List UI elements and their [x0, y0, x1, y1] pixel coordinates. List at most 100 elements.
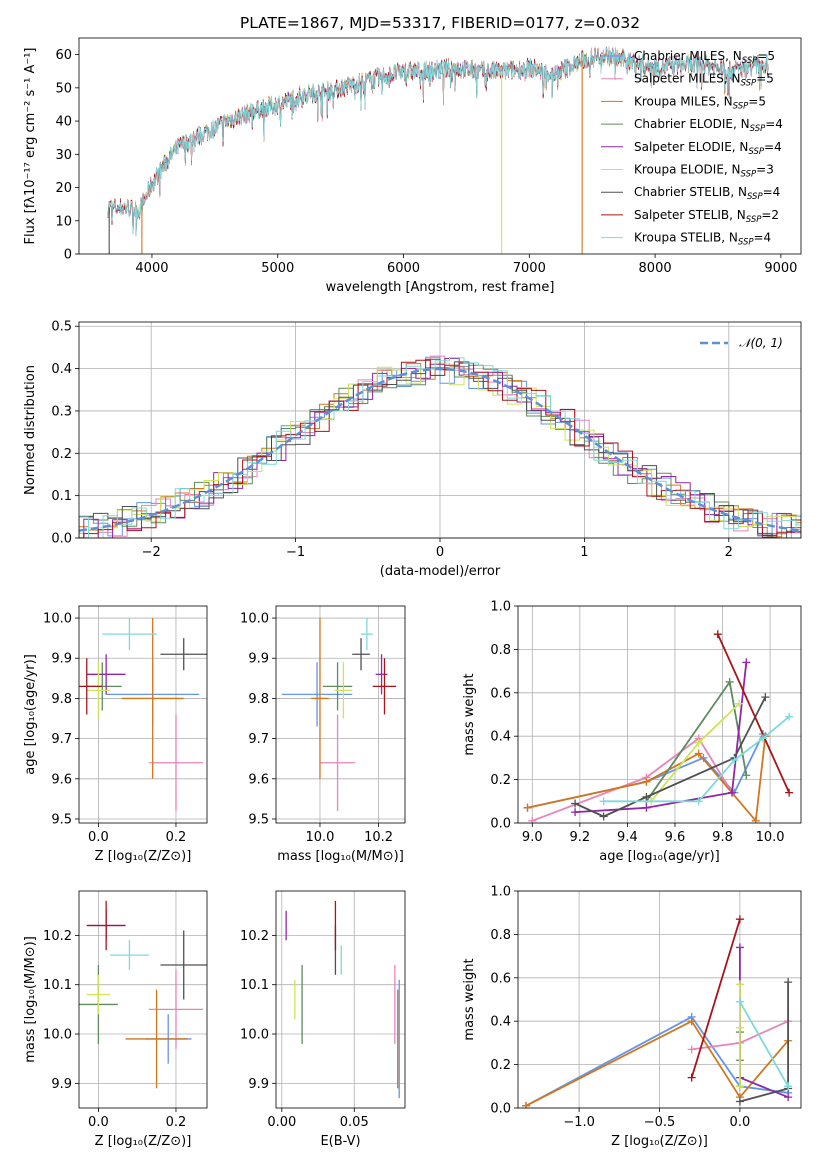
y-tick-label: 9.9 [248, 1077, 269, 1092]
weight-marker [528, 816, 537, 823]
y-tick-label: 10 [55, 214, 72, 229]
weight-marker [735, 997, 744, 1006]
gaussian-curve [79, 367, 801, 532]
x-tick-label: 4000 [135, 261, 168, 276]
weight-line [525, 1020, 789, 1107]
y-tick-label: 30 [55, 148, 72, 163]
x-tick-label: 10.2 [364, 830, 393, 845]
weight-marker [751, 816, 760, 823]
x-tick-label: −2 [142, 545, 161, 560]
x-tick-label: 1 [580, 545, 588, 560]
histogram-chabrier-stelib [79, 358, 801, 538]
residuals-frame [78, 321, 802, 539]
y-tick-label: 9.8 [51, 692, 72, 707]
weight-marker [694, 738, 703, 747]
age_vs_Z-axes: 0.0 0.2 9.5 9.6 9.7 9.8 9.9 10.0 Z [log₁₀(Z/Z⊙)]… [23, 606, 207, 864]
weight-marker [522, 1101, 531, 1108]
weight-marker [784, 1093, 793, 1102]
weight-marker [742, 658, 751, 667]
legend-label: Salpeter MILES, NSSP=5 [634, 72, 774, 89]
x-tick-label: 9.4 [617, 830, 638, 845]
weight-marker [694, 797, 703, 806]
mass_vs_EBV-frame [275, 890, 406, 1109]
weight-marker [735, 1023, 744, 1032]
y-tick-label: 10.0 [240, 1028, 269, 1043]
weight_vs_age-axes: 9.0 9.2 9.4 9.6 9.8 10.0 0.0 0.2 0.4 0.6 0.8 1.0 age… [462, 600, 801, 864]
y-tick-label: 0.3 [51, 404, 72, 419]
legend-label: Chabrier MILES, NSSP=5 [634, 49, 775, 66]
x-axis-label: Z [log₁₀(Z/Z⊙)] [95, 849, 192, 864]
weight-marker [785, 788, 794, 797]
weight-line [739, 1001, 789, 1087]
y-tick-label: 0.2 [490, 1058, 511, 1073]
y-axis-label: mass weight [462, 958, 477, 1040]
weight-marker [735, 915, 744, 924]
y-tick-label: 0.1 [51, 489, 72, 504]
weight-marker [735, 980, 744, 989]
spectrum-frame [78, 37, 802, 255]
y-tick-label: 10.0 [43, 612, 72, 627]
x-tick-label: 2 [725, 545, 733, 560]
x-tick-label: 0.2 [166, 830, 187, 845]
weight-marker [642, 803, 651, 812]
x-axis-label: mass [log₁₀(M/M⊙)] [277, 849, 404, 864]
weight-marker [728, 788, 737, 797]
x-tick-label: 0.00 [267, 1115, 296, 1130]
weight_vs_age-frame [517, 605, 802, 824]
y-tick-label: 9.6 [248, 772, 269, 787]
y-tick-label: 0.4 [490, 1015, 511, 1030]
weight-marker [642, 777, 651, 786]
mass_vs_EBV-points [285, 900, 400, 1099]
x-tick-label: 9.0 [522, 830, 543, 845]
y-tick-label: 1.0 [490, 600, 511, 615]
x-tick-label: 10.0 [756, 830, 785, 845]
weight-marker [687, 1017, 696, 1026]
x-axis-label: Z [log₁₀(Z/Z⊙)] [95, 1134, 192, 1149]
weight-marker [758, 734, 767, 743]
y-tick-label: 0.4 [51, 362, 72, 377]
x-axis-label: age [log₁₀(age/yr)] [599, 849, 720, 864]
weight-marker [571, 799, 580, 808]
x-tick-label: 9000 [764, 261, 797, 276]
age_vs_Z-points [79, 618, 207, 811]
x-tick-label: 6000 [387, 261, 420, 276]
y-tick-label: 10.1 [240, 978, 269, 993]
x-tick-label: −1 [286, 545, 305, 560]
y-tick-label: 50 [55, 81, 72, 96]
y-tick-label: 0.2 [490, 773, 511, 788]
y-tick-label: 9.5 [248, 812, 269, 827]
y-tick-label: 0.6 [490, 971, 511, 986]
y-tick-label: 0.4 [490, 730, 511, 745]
x-tick-label: 0.2 [166, 1115, 187, 1130]
y-axis-label: mass [log₁₀(M/M⊙)] [23, 936, 38, 1063]
weight_vs_age-lines [523, 630, 794, 823]
mass_vs_Z-points [79, 900, 207, 1089]
weight-marker [735, 1082, 744, 1091]
mass_vs_Z-frame [78, 890, 208, 1109]
weight-marker [784, 978, 793, 987]
y-tick-label: 10.2 [43, 929, 72, 944]
weight_vs_Z-lines [522, 915, 793, 1108]
legend-label: Salpeter STELIB, NSSP=2 [634, 208, 779, 225]
x-tick-label: 9.2 [569, 830, 590, 845]
weight-line [690, 918, 741, 1078]
y-tick-label: 0.8 [490, 643, 511, 658]
legend-label: Kroupa ELODIE, NSSP=3 [634, 163, 774, 180]
legend-label: 𝒩(0, 1) [739, 336, 783, 350]
x-tick-label: 0.0 [730, 1115, 751, 1130]
legend-label: Salpeter ELODIE, NSSP=4 [634, 140, 782, 157]
residual-histograms [79, 355, 801, 538]
weight-marker [599, 812, 608, 821]
weight-marker [735, 699, 744, 708]
x-tick-label: −1.0 [563, 1115, 595, 1130]
weight-line [525, 1016, 789, 1107]
y-tick-label: 9.5 [51, 812, 72, 827]
weight-marker [761, 693, 770, 702]
x-tick-label: −0.5 [644, 1115, 676, 1130]
age_vs_mass-frame [275, 605, 406, 824]
y-tick-label: 0.0 [51, 532, 72, 547]
x-tick-label: 9.8 [712, 830, 733, 845]
x-tick-label: 0.0 [88, 830, 109, 845]
y-tick-label: 10.1 [43, 978, 72, 993]
